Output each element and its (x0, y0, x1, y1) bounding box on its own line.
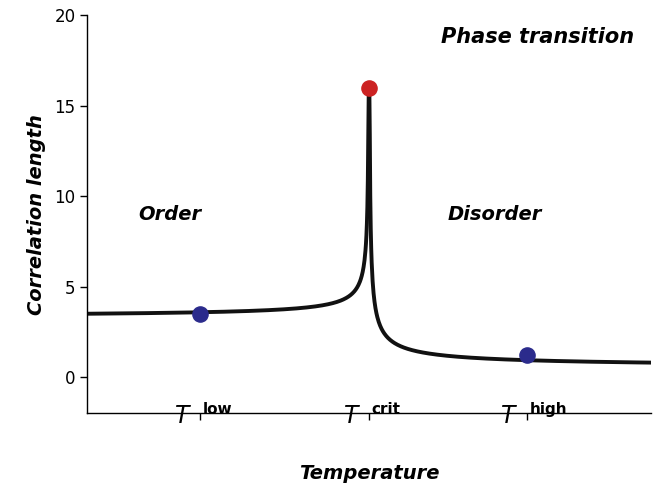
Text: Order: Order (138, 205, 201, 224)
Point (521, 351, 532, 359)
Y-axis label: Correlation length: Correlation length (27, 114, 46, 314)
Text: low: low (203, 402, 232, 416)
Text: $T$: $T$ (343, 404, 360, 428)
X-axis label: Temperature: Temperature (299, 464, 440, 483)
Text: crit: crit (372, 402, 401, 416)
Text: $T$: $T$ (501, 404, 519, 428)
Text: Phase transition: Phase transition (441, 27, 634, 47)
Text: high: high (529, 402, 567, 416)
Point (195, 309, 205, 318)
Point (364, 84, 374, 92)
Text: $T$: $T$ (174, 404, 191, 428)
Text: Disorder: Disorder (448, 205, 542, 224)
